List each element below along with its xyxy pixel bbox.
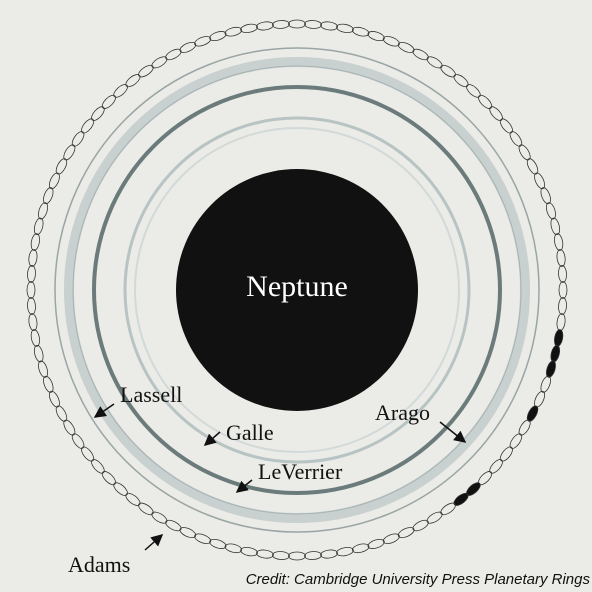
ring-label: Arago: [375, 400, 430, 425]
ring-label: Galle: [226, 420, 274, 445]
planet-label: Neptune: [246, 270, 348, 303]
ring-label: Adams: [68, 552, 130, 577]
ring-label: Lassell: [120, 382, 182, 407]
neptune-rings-diagram: Neptune Lassell Galle LeVerrier Arago Ad…: [0, 0, 592, 592]
credit: Credit: Cambridge University Press Plane…: [246, 571, 591, 588]
ring-label: LeVerrier: [258, 459, 343, 484]
